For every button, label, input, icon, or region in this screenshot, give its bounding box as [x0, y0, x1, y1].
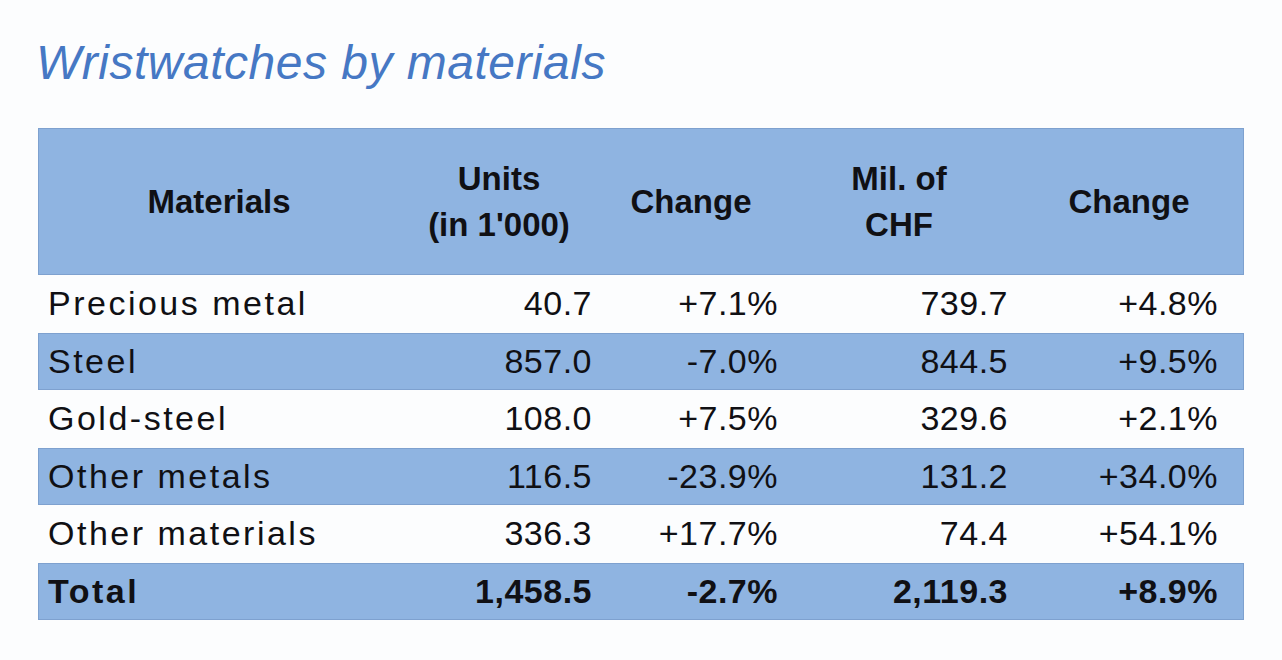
cell-units: 40.7 — [400, 284, 598, 323]
col-header-chf: Mil. of CHF — [784, 156, 1014, 248]
cell-material: Steel — [38, 342, 400, 381]
table-row-gold-steel: Gold-steel 108.0 +7.5% 329.6 +2.1% — [38, 390, 1244, 448]
table-row-other-materials: Other materials 336.3 +17.7% 74.4 +54.1% — [38, 505, 1244, 563]
cell-chf-change: +54.1% — [1014, 514, 1244, 553]
cell-material: Gold-steel — [38, 399, 400, 438]
cell-chf-change: +2.1% — [1014, 399, 1244, 438]
col-header-units-line1: Units — [400, 156, 598, 202]
cell-chf: 2,119.3 — [784, 572, 1014, 611]
col-header-units-change: Change — [598, 179, 784, 225]
col-header-units: Units (in 1'000) — [400, 156, 598, 248]
cell-units-change: +17.7% — [598, 514, 784, 553]
page-title: Wristwatches by materials — [36, 38, 606, 88]
cell-material: Other metals — [38, 457, 400, 496]
materials-table: Materials Units (in 1'000) Change Mil. o… — [38, 128, 1244, 620]
table-header-row: Materials Units (in 1'000) Change Mil. o… — [38, 128, 1244, 275]
table-row-steel: Steel 857.0 -7.0% 844.5 +9.5% — [38, 333, 1244, 391]
cell-chf: 739.7 — [784, 284, 1014, 323]
cell-chf: 74.4 — [784, 514, 1014, 553]
cell-chf-change: +8.9% — [1014, 572, 1244, 611]
cell-units: 857.0 — [400, 342, 598, 381]
cell-units: 116.5 — [400, 457, 598, 496]
cell-chf: 131.2 — [784, 457, 1014, 496]
cell-units-change: +7.1% — [598, 284, 784, 323]
cell-units-change: +7.5% — [598, 399, 784, 438]
cell-units-change: -23.9% — [598, 457, 784, 496]
cell-units: 336.3 — [400, 514, 598, 553]
cell-units: 1,458.5 — [400, 572, 598, 611]
table-row-total: Total 1,458.5 -2.7% 2,119.3 +8.9% — [38, 563, 1244, 621]
col-header-chf-change-label: Change — [1014, 179, 1244, 225]
col-header-chf-change: Change — [1014, 179, 1244, 225]
cell-material: Total — [38, 572, 400, 611]
table-row-precious-metal: Precious metal 40.7 +7.1% 739.7 +4.8% — [38, 275, 1244, 333]
col-header-chf-line2: CHF — [784, 202, 1014, 248]
col-header-chf-line1: Mil. of — [784, 156, 1014, 202]
cell-units-change: -7.0% — [598, 342, 784, 381]
cell-chf-change: +9.5% — [1014, 342, 1244, 381]
cell-chf-change: +34.0% — [1014, 457, 1244, 496]
col-header-materials-label: Materials — [38, 179, 400, 225]
cell-chf: 329.6 — [784, 399, 1014, 438]
col-header-units-line2: (in 1'000) — [400, 202, 598, 248]
table-row-other-metals: Other metals 116.5 -23.9% 131.2 +34.0% — [38, 448, 1244, 506]
cell-chf-change: +4.8% — [1014, 284, 1244, 323]
cell-material: Other materials — [38, 514, 400, 553]
cell-chf: 844.5 — [784, 342, 1014, 381]
col-header-materials: Materials — [38, 179, 400, 225]
cell-units-change: -2.7% — [598, 572, 784, 611]
col-header-units-change-label: Change — [598, 179, 784, 225]
cell-units: 108.0 — [400, 399, 598, 438]
slide: Wristwatches by materials Materials Unit… — [0, 0, 1282, 660]
cell-material: Precious metal — [38, 284, 400, 323]
